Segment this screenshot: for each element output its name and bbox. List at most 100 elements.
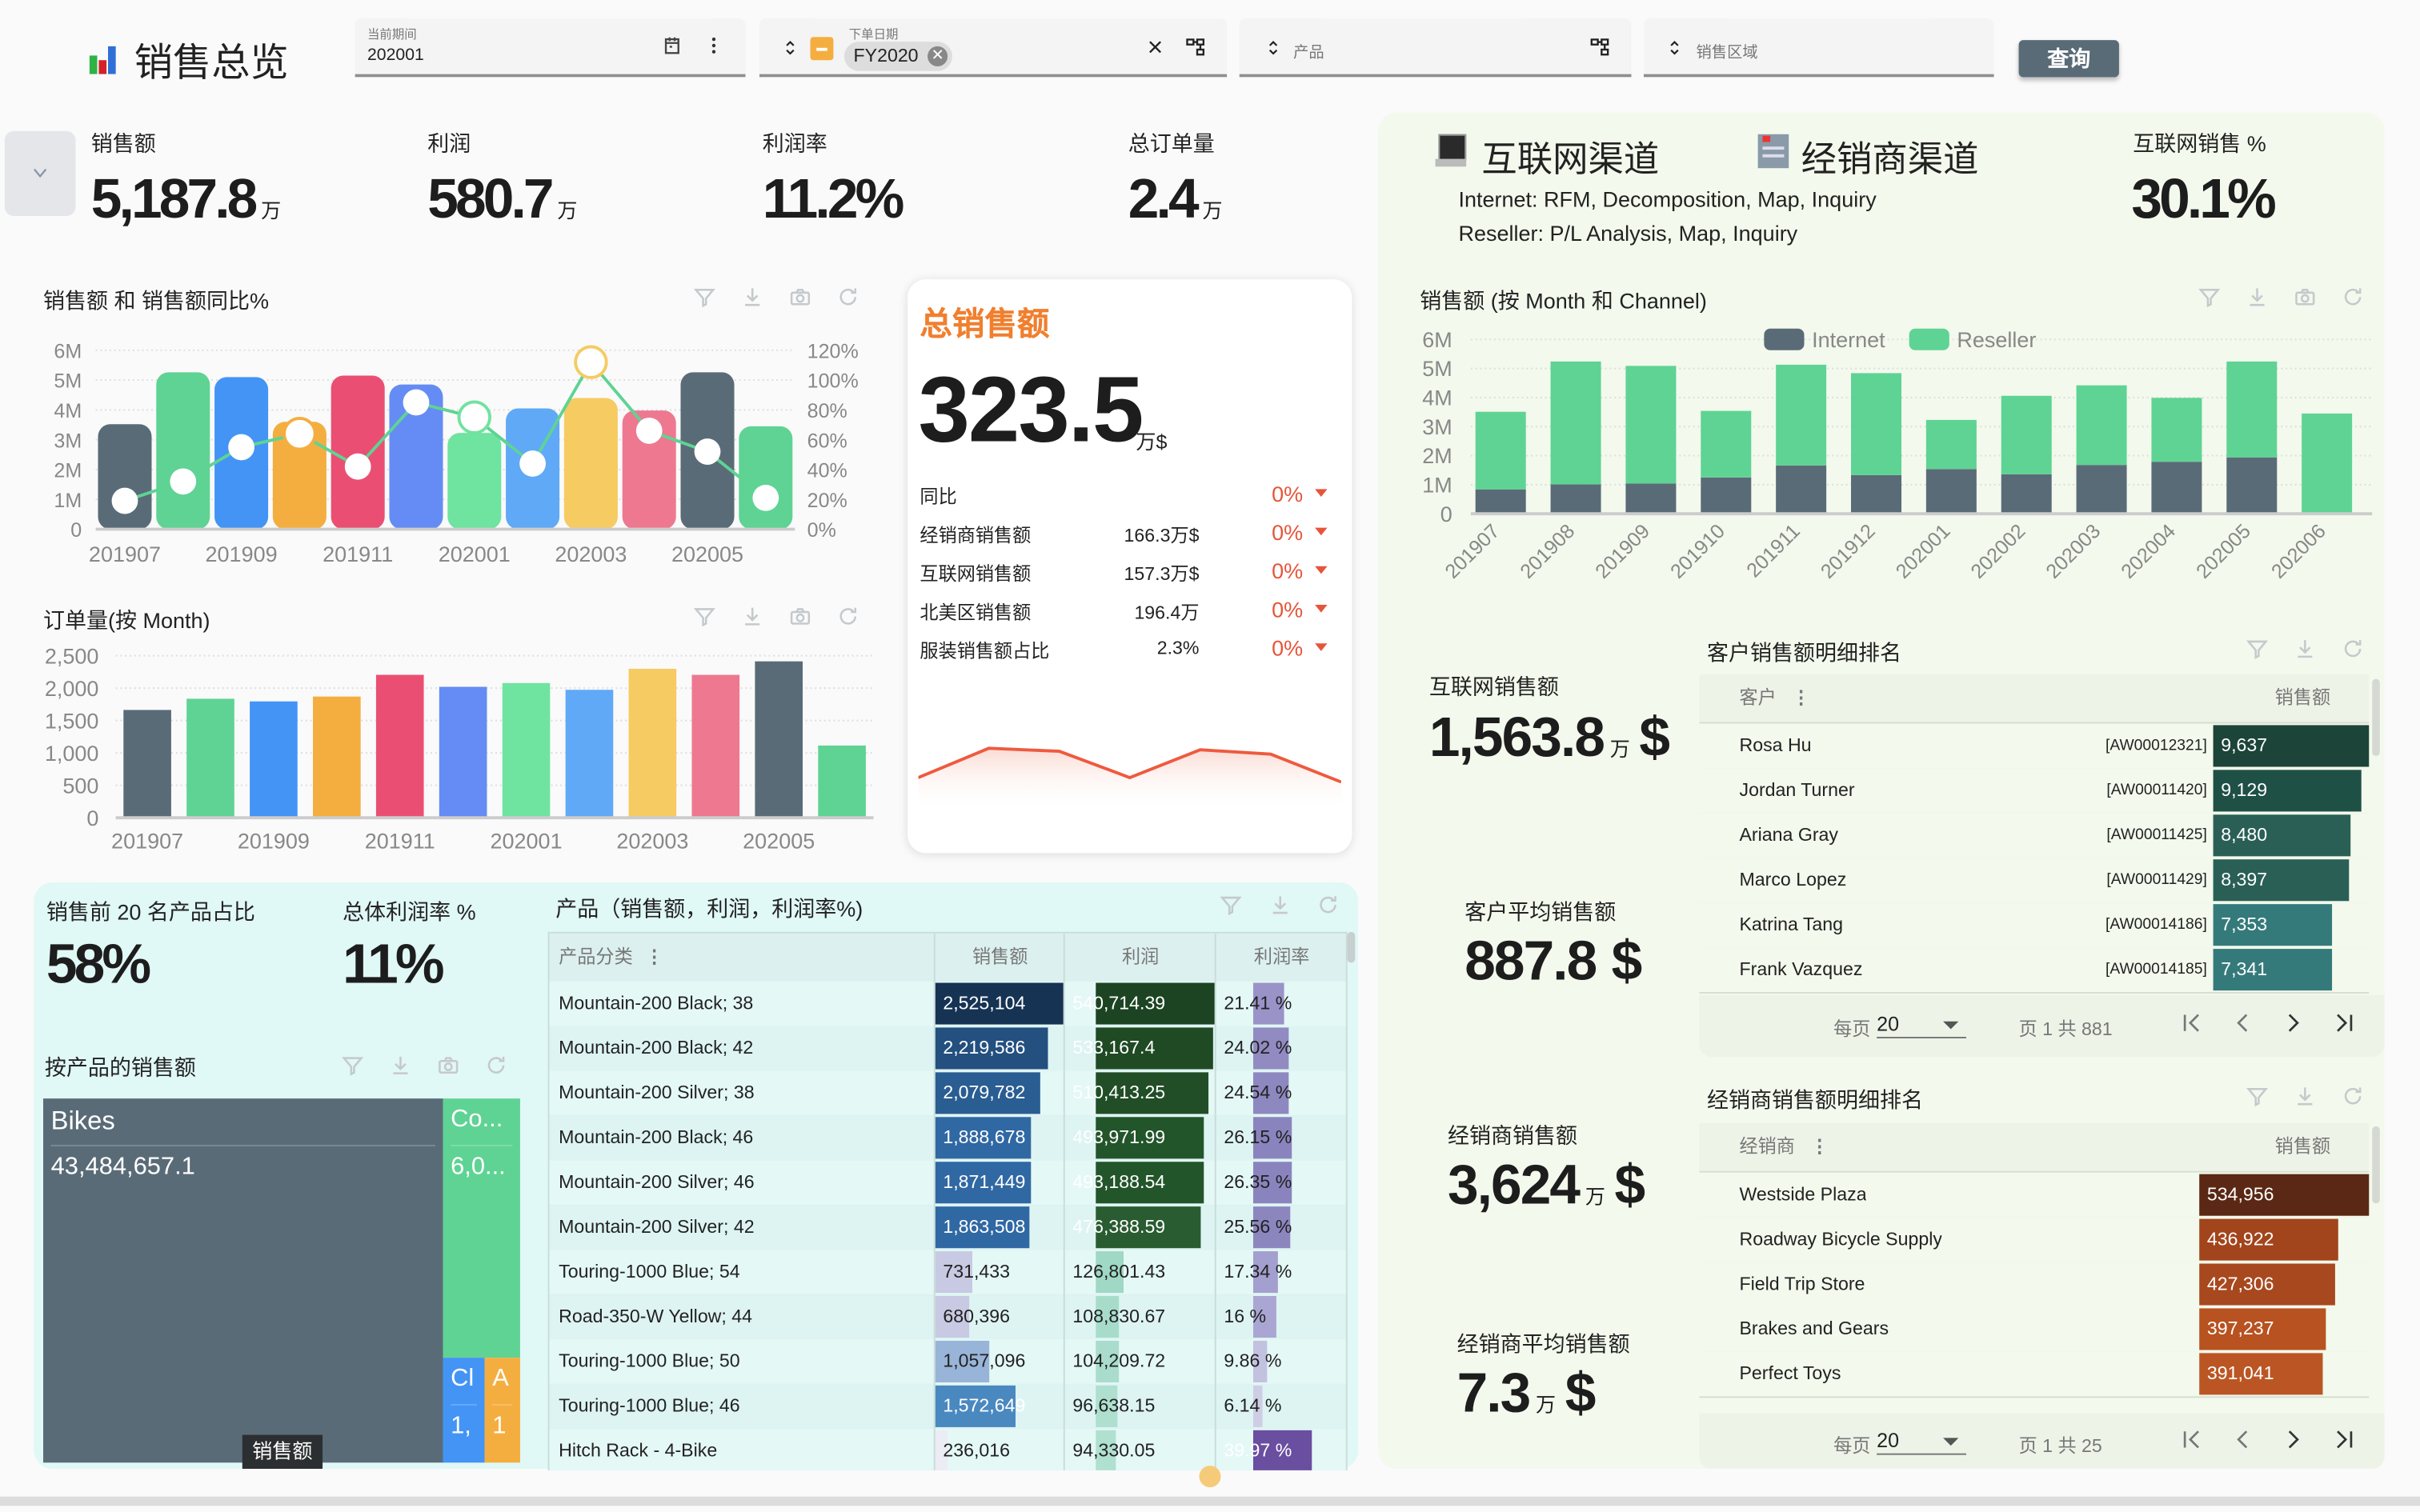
product-name: Mountain-200 Black; 46 (559, 1126, 754, 1148)
sort-icon[interactable] (1665, 37, 1684, 58)
order-date-filter[interactable]: 下单日期 FY2020 ✕ (759, 18, 1228, 78)
table-row[interactable]: Mountain-200 Silver; 38 2,079,782 510,413.… (549, 1070, 1346, 1118)
column-header[interactable]: 经销商 ⋮ (1739, 1123, 1829, 1171)
hierarchy-icon[interactable] (1589, 37, 1609, 57)
y-tick-label: 2,500 (45, 644, 99, 668)
chip-remove-icon[interactable]: ✕ (928, 46, 948, 66)
first-page-icon[interactable] (2181, 1429, 2202, 1450)
reseller-table-scrollbar[interactable] (2372, 1126, 2380, 1204)
internet-description: Internet: RFM, Decomposition, Map, Inqui… (1458, 186, 1877, 212)
query-button[interactable]: 查询 (2018, 40, 2119, 78)
camera-icon[interactable] (437, 1054, 460, 1077)
column-menu-icon[interactable]: ⋮ (1792, 686, 1811, 709)
download-icon[interactable] (2294, 637, 2317, 660)
table-row[interactable]: Frank Vazquez [AW00014185] 7,341 (1699, 947, 2370, 994)
table-row[interactable]: Road-350-W Yellow; 44 680,396 108,830.67 16… (549, 1294, 1346, 1341)
column-header[interactable]: 客户 ⋮ (1739, 674, 1810, 722)
table-row[interactable]: Roadway Bicycle Supply 436,922 (1699, 1217, 2370, 1264)
table-row[interactable]: Mountain-200 Black; 46 1,888,678 493,971.9… (549, 1115, 1346, 1162)
period-filter[interactable]: 当前期间 202001 (355, 18, 746, 78)
column-menu-icon[interactable]: ⋮ (645, 946, 664, 968)
refresh-icon[interactable] (836, 286, 859, 309)
prev-page-icon[interactable] (2232, 1429, 2254, 1450)
fy-chip[interactable]: FY2020 ✕ (843, 42, 952, 71)
download-icon[interactable] (741, 286, 764, 309)
region-filter[interactable]: 销售区域 (1643, 18, 1994, 78)
last-page-icon[interactable] (2334, 1012, 2355, 1034)
sort-icon[interactable] (1264, 37, 1282, 58)
column-header[interactable]: 销售额 (2274, 686, 2331, 709)
table-row[interactable]: Mountain-200 Black; 38 2,525,104 540,714.3… (549, 981, 1346, 1028)
prev-page-icon[interactable] (2232, 1012, 2254, 1034)
camera-icon[interactable] (2294, 286, 2317, 309)
last-page-icon[interactable] (2334, 1429, 2355, 1450)
column-header[interactable]: 销售额 (2274, 1135, 2331, 1158)
first-page-icon[interactable] (2181, 1012, 2202, 1034)
filter-icon[interactable] (2198, 286, 2221, 309)
refresh-icon[interactable] (2342, 637, 2365, 660)
table-row[interactable]: Jordan Turner [AW00011420] 9,129 (1699, 768, 2370, 815)
column-header[interactable]: 销售额 (933, 933, 1065, 982)
table-row[interactable]: Field Trip Store 427,306 (1699, 1262, 2370, 1309)
horizontal-scrollbar[interactable] (0, 1496, 2420, 1506)
camera-icon[interactable] (788, 605, 811, 628)
column-header[interactable]: 利润率 (1214, 933, 1346, 982)
filter-icon[interactable] (2246, 637, 2269, 660)
table-row[interactable]: Brakes and Gears 397,237 (1699, 1306, 2370, 1354)
calendar-icon[interactable] (662, 35, 682, 55)
table-row[interactable]: Mountain-200 Silver; 46 1,871,449 493,188.… (549, 1160, 1346, 1207)
sort-icon[interactable] (781, 37, 799, 58)
download-icon[interactable] (389, 1054, 412, 1077)
next-page-icon[interactable] (2282, 1012, 2304, 1034)
next-page-icon[interactable] (2282, 1429, 2304, 1450)
exclude-toggle[interactable] (810, 37, 834, 61)
column-menu-icon[interactable]: ⋮ (1810, 1135, 1829, 1158)
table-row[interactable]: Mountain-200 Silver; 42 1,863,508 476,388.… (549, 1205, 1346, 1252)
filter-icon[interactable] (341, 1054, 364, 1077)
table-row[interactable]: Hitch Rack - 4-Bike 236,016 94,330.05 39.97… (549, 1428, 1346, 1470)
sales-bar (2199, 1353, 2324, 1395)
per-page-select[interactable]: 20 (1877, 1012, 1966, 1038)
profit-cell: 533,167.4 (1063, 1026, 1216, 1071)
product-table-scrollbar[interactable] (1347, 931, 1356, 963)
filter-icon[interactable] (2246, 1085, 2269, 1108)
kebab-menu-icon[interactable] (703, 35, 723, 55)
scroll-indicator[interactable] (1199, 1466, 1221, 1488)
filter-icon[interactable] (1220, 894, 1243, 917)
table-row[interactable]: Touring-1000 Blue; 50 1,057,096 104,209.72… (549, 1338, 1346, 1386)
table-row[interactable]: Mountain-200 Black; 42 2,219,586 533,167.4… (549, 1026, 1346, 1073)
table-row[interactable]: Ariana Gray [AW00011425] 8,480 (1699, 813, 2370, 860)
clear-icon[interactable] (1147, 38, 1164, 55)
column-header[interactable]: 利润 (1063, 933, 1216, 982)
per-page-select[interactable]: 20 (1877, 1429, 1966, 1455)
table-row[interactable]: Katrina Tang [AW00014186] 7,353 (1699, 902, 2370, 950)
download-icon[interactable] (741, 605, 764, 628)
refresh-icon[interactable] (485, 1054, 508, 1077)
download-icon[interactable] (2246, 286, 2269, 309)
product-filter[interactable]: 产品 (1239, 18, 1632, 78)
refresh-icon[interactable] (2342, 1085, 2365, 1108)
refresh-icon[interactable] (836, 605, 859, 628)
column-header[interactable]: 产品分类 ⋮ (550, 934, 944, 982)
product-name: Mountain-200 Black; 42 (559, 1036, 754, 1058)
table-row[interactable]: Touring-1000 Blue; 54 731,433 126,801.43 17… (549, 1250, 1346, 1296)
table-row[interactable]: Perfect Toys 391,041 (1699, 1351, 2370, 1398)
refresh-icon[interactable] (1316, 894, 1340, 917)
collapse-button[interactable] (4, 130, 76, 216)
camera-icon[interactable] (788, 286, 811, 309)
refresh-icon[interactable] (2342, 286, 2365, 309)
hierarchy-icon[interactable] (1185, 37, 1205, 57)
treemap-tile[interactable]: Cl 1, (443, 1358, 485, 1463)
table-row[interactable]: Rosa Hu [AW00012321] 9,637 (1699, 723, 2370, 770)
table-row[interactable]: Marco Lopez [AW00011429] 8,397 (1699, 858, 2370, 905)
table-row[interactable]: Westside Plaza 534,956 (1699, 1172, 2370, 1219)
treemap-tile[interactable]: Co... 6,0... (443, 1098, 520, 1358)
table-row[interactable]: Touring-1000 Blue; 46 1,572,649 96,638.15 6… (549, 1383, 1346, 1430)
filter-icon[interactable] (693, 286, 716, 309)
download-icon[interactable] (1268, 894, 1292, 917)
download-icon[interactable] (2294, 1085, 2317, 1108)
customer-table-scrollbar[interactable] (2372, 678, 2380, 756)
filter-icon[interactable] (693, 605, 716, 628)
treemap-tile[interactable]: Bikes 43,484,657.1 (42, 1098, 443, 1463)
